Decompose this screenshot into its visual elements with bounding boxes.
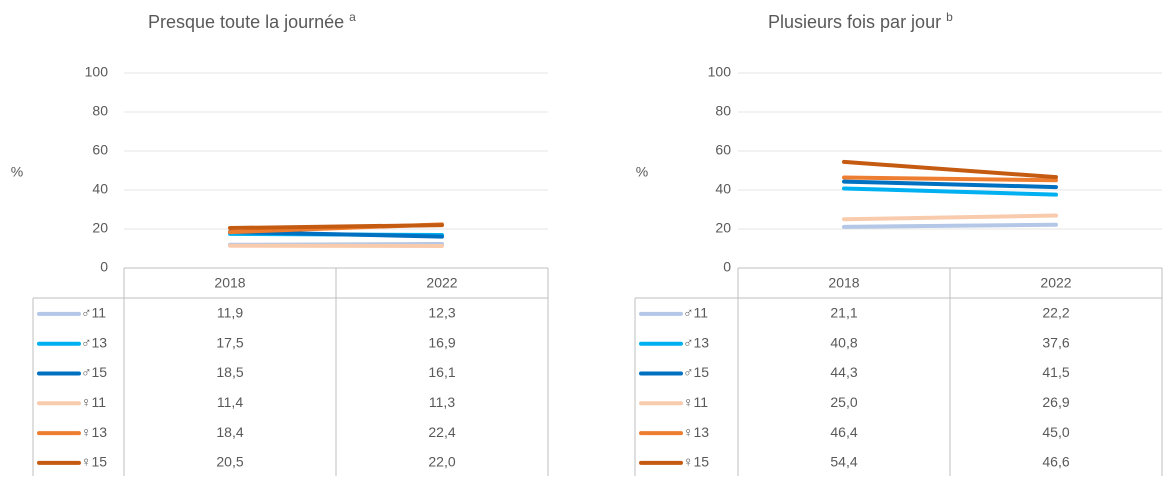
data-value-label: 18,5 (216, 364, 243, 380)
data-value-label: 11,4 (217, 394, 243, 410)
series-line (230, 225, 442, 228)
chart-title: Plusieurs fois par jour b (768, 10, 953, 32)
y-tick-label: 60 (715, 142, 731, 158)
data-value-label: 16,9 (428, 334, 455, 350)
y-tick-label: 20 (92, 220, 108, 236)
data-value-label: 26,9 (1042, 394, 1069, 410)
legend-label: ♀13 (683, 424, 709, 440)
data-value-label: 22,0 (428, 454, 455, 470)
legend-label: ♀15 (683, 454, 709, 470)
y-tick-label: 100 (85, 64, 109, 80)
chart-panel-1: Presque toute la journée a% 0 20 40 60 80 100 20… (11, 10, 548, 476)
y-tick-label: 40 (92, 181, 108, 197)
legend-label: ♂15 (81, 364, 107, 380)
x-category-label: 2018 (214, 275, 245, 291)
series-line (844, 162, 1056, 177)
data-value-label: 16,1 (428, 364, 455, 380)
y-tick-label: 80 (715, 103, 731, 119)
data-value-label: 41,5 (1042, 364, 1069, 380)
data-value-label: 46,6 (1042, 454, 1069, 470)
legend-label: ♂11 (81, 305, 106, 321)
series-line (844, 182, 1056, 187)
data-value-label: 45,0 (1042, 424, 1069, 440)
data-value-label: 25,0 (830, 394, 857, 410)
chart-title-superscript: a (349, 10, 356, 24)
y-tick-label: 0 (100, 259, 108, 275)
data-value-label: 54,4 (830, 454, 857, 470)
y-axis-label: % (11, 164, 23, 180)
legend-label: ♀11 (81, 394, 106, 410)
data-value-label: 11,3 (429, 394, 455, 410)
legend-label: ♀15 (81, 454, 107, 470)
data-value-label: 18,4 (216, 424, 243, 440)
series-line (844, 216, 1056, 220)
x-category-label: 2022 (426, 275, 457, 291)
chart-title: Presque toute la journée a (148, 10, 356, 32)
y-tick-label: 100 (708, 64, 732, 80)
series-line (844, 225, 1056, 227)
legend-label: ♂11 (683, 305, 708, 321)
series-line (844, 188, 1056, 194)
y-tick-label: 80 (92, 103, 108, 119)
data-value-label: 46,4 (830, 424, 857, 440)
series-line (844, 178, 1056, 181)
x-category-label: 2022 (1040, 275, 1071, 291)
data-value-label: 40,8 (830, 334, 857, 350)
data-value-label: 17,5 (216, 334, 243, 350)
y-tick-label: 60 (92, 142, 108, 158)
data-value-label: 22,4 (428, 424, 455, 440)
data-value-label: 44,3 (830, 364, 857, 380)
y-tick-label: 20 (715, 220, 731, 236)
chart-panel-2: Plusieurs fois par jour b% 0 20 40 60 80 100 201… (635, 10, 1162, 476)
data-value-label: 12,3 (428, 305, 455, 321)
legend-label: ♂13 (683, 334, 709, 350)
legend-label: ♂15 (683, 364, 709, 380)
data-value-label: 20,5 (216, 454, 243, 470)
chart-title-text: Plusieurs fois par jour (768, 12, 941, 32)
data-value-label: 22,2 (1042, 305, 1069, 321)
y-axis-label: % (636, 164, 648, 180)
data-value-label: 11,9 (217, 305, 243, 321)
legend-label: ♀11 (683, 394, 708, 410)
x-category-label: 2018 (828, 275, 859, 291)
chart-title-superscript: b (946, 10, 953, 24)
y-tick-label: 40 (715, 181, 731, 197)
legend-label: ♂13 (81, 334, 107, 350)
legend-label: ♀13 (81, 424, 107, 440)
data-value-label: 21,1 (830, 305, 857, 321)
chart-title-text: Presque toute la journée (148, 12, 344, 32)
y-tick-label: 0 (723, 259, 731, 275)
data-value-label: 37,6 (1042, 334, 1069, 350)
